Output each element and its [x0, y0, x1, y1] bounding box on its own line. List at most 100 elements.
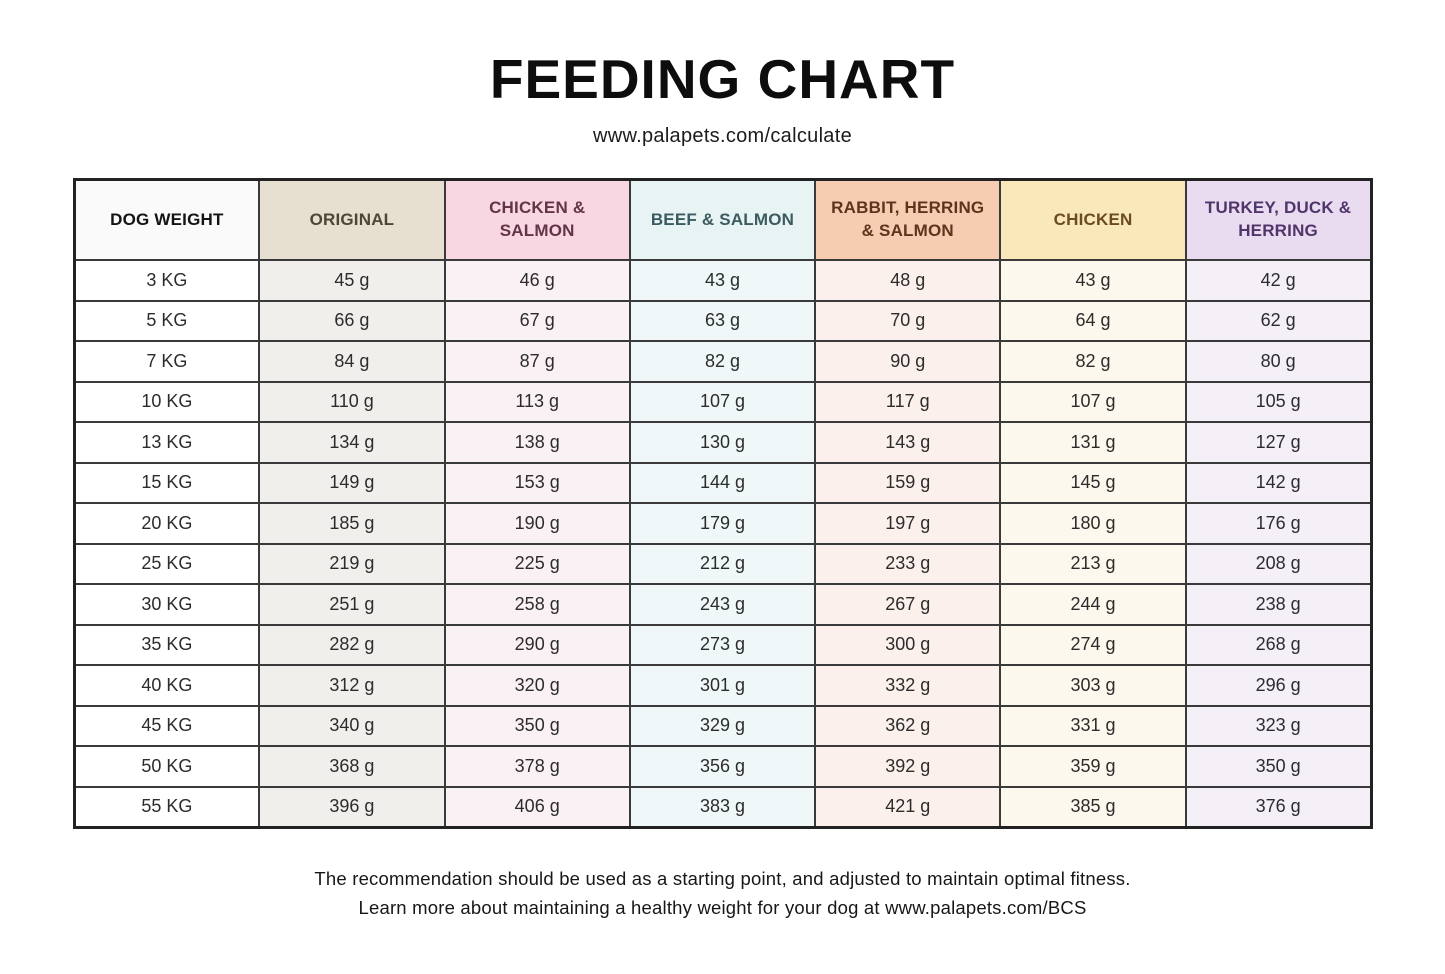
- table-row: 45 KG 340 g 350 g 329 g 362 g 331 g 323 g: [72, 704, 1373, 747]
- grams-cell: 127 g: [1184, 421, 1373, 464]
- grams-cell: 290 g: [443, 623, 631, 666]
- grams-cell: 144 g: [628, 461, 817, 504]
- dog-weight-cell: 55 KG: [72, 785, 261, 829]
- grams-cell: 356 g: [628, 745, 817, 788]
- grams-cell: 185 g: [258, 502, 446, 545]
- grams-cell: 70 g: [814, 299, 1002, 342]
- grams-cell: 138 g: [443, 421, 631, 464]
- grams-cell: 392 g: [814, 745, 1002, 788]
- feeding-table: DOG WEIGHT ORIGINAL CHICKEN & SALMON BEEF &…: [72, 178, 1373, 829]
- dog-weight-cell: 10 KG: [72, 380, 261, 423]
- grams-cell: 179 g: [628, 502, 817, 545]
- grams-cell: 362 g: [814, 704, 1002, 747]
- grams-cell: 48 g: [814, 259, 1002, 302]
- column-header-turkey-duck-herring: TURKEY, DUCK & HERRING: [1184, 178, 1373, 261]
- grams-cell: 62 g: [1184, 299, 1373, 342]
- column-header-beef-salmon: BEEF & SALMON: [628, 178, 817, 261]
- column-header-chicken-salmon: CHICKEN & SALMON: [443, 178, 631, 261]
- grams-cell: 350 g: [443, 704, 631, 747]
- table-row: 7 KG 84 g 87 g 82 g 90 g 82 g 80 g: [72, 340, 1373, 383]
- grams-cell: 331 g: [999, 704, 1187, 747]
- grams-cell: 301 g: [628, 664, 817, 707]
- dog-weight-cell: 40 KG: [72, 664, 261, 707]
- dog-weight-cell: 5 KG: [72, 299, 261, 342]
- grams-cell: 238 g: [1184, 583, 1373, 626]
- dog-weight-cell: 35 KG: [72, 623, 261, 666]
- dog-weight-cell: 45 KG: [72, 704, 261, 747]
- grams-cell: 145 g: [999, 461, 1187, 504]
- grams-cell: 296 g: [1184, 664, 1373, 707]
- grams-cell: 43 g: [999, 259, 1187, 302]
- grams-cell: 110 g: [258, 380, 446, 423]
- grams-cell: 84 g: [258, 340, 446, 383]
- grams-cell: 80 g: [1184, 340, 1373, 383]
- grams-cell: 243 g: [628, 583, 817, 626]
- calculator-url: www.palapets.com/calculate: [592, 125, 853, 147]
- table-row: 40 KG 312 g 320 g 301 g 332 g 303 g 296 g: [72, 664, 1373, 707]
- column-header-original: ORIGINAL: [258, 178, 446, 261]
- grams-cell: 300 g: [814, 623, 1002, 666]
- grams-cell: 153 g: [443, 461, 631, 504]
- table-row: 20 KG 185 g 190 g 179 g 197 g 180 g 176 g: [72, 502, 1373, 545]
- dog-weight-cell: 3 KG: [72, 259, 261, 302]
- grams-cell: 142 g: [1184, 461, 1373, 504]
- header-row: DOG WEIGHT ORIGINAL CHICKEN & SALMON BEEF &…: [72, 178, 1373, 261]
- dog-weight-cell: 30 KG: [72, 583, 261, 626]
- grams-cell: 329 g: [628, 704, 817, 747]
- grams-cell: 105 g: [1184, 380, 1373, 423]
- grams-cell: 208 g: [1184, 542, 1373, 585]
- grams-cell: 130 g: [628, 421, 817, 464]
- grams-cell: 64 g: [999, 299, 1187, 342]
- page-title: FEEDING CHART: [489, 48, 956, 110]
- grams-cell: 180 g: [999, 502, 1187, 545]
- footer-note: The recommendation should be used as a s…: [0, 865, 1445, 922]
- grams-cell: 258 g: [443, 583, 631, 626]
- dog-weight-cell: 7 KG: [72, 340, 261, 383]
- grams-cell: 323 g: [1184, 704, 1373, 747]
- grams-cell: 233 g: [814, 542, 1002, 585]
- grams-cell: 225 g: [443, 542, 631, 585]
- grams-cell: 244 g: [999, 583, 1187, 626]
- grams-cell: 219 g: [258, 542, 446, 585]
- grams-cell: 212 g: [628, 542, 817, 585]
- dog-weight-cell: 50 KG: [72, 745, 261, 788]
- table-row: 35 KG 282 g 290 g 273 g 300 g 274 g 268 g: [72, 623, 1373, 666]
- grams-cell: 406 g: [443, 785, 631, 829]
- grams-cell: 267 g: [814, 583, 1002, 626]
- grams-cell: 159 g: [814, 461, 1002, 504]
- grams-cell: 82 g: [999, 340, 1187, 383]
- grams-cell: 274 g: [999, 623, 1187, 666]
- grams-cell: 82 g: [628, 340, 817, 383]
- grams-cell: 213 g: [999, 542, 1187, 585]
- grams-cell: 368 g: [258, 745, 446, 788]
- grams-cell: 197 g: [814, 502, 1002, 545]
- grams-cell: 131 g: [999, 421, 1187, 464]
- grams-cell: 376 g: [1184, 785, 1373, 829]
- grams-cell: 143 g: [814, 421, 1002, 464]
- table-row: 10 KG 110 g 113 g 107 g 117 g 107 g 105 g: [72, 380, 1373, 423]
- grams-cell: 190 g: [443, 502, 631, 545]
- grams-cell: 149 g: [258, 461, 446, 504]
- table-row: 50 KG 368 g 378 g 356 g 392 g 359 g 350 g: [72, 745, 1373, 788]
- grams-cell: 42 g: [1184, 259, 1373, 302]
- grams-cell: 134 g: [258, 421, 446, 464]
- dog-weight-cell: 25 KG: [72, 542, 261, 585]
- table-row: 13 KG 134 g 138 g 130 g 143 g 131 g 127 g: [72, 421, 1373, 464]
- grams-cell: 332 g: [814, 664, 1002, 707]
- grams-cell: 176 g: [1184, 502, 1373, 545]
- table-row: 15 KG 149 g 153 g 144 g 159 g 145 g 142 g: [72, 461, 1373, 504]
- table-row: 55 KG 396 g 406 g 383 g 421 g 385 g 376 g: [72, 785, 1373, 829]
- grams-cell: 45 g: [258, 259, 446, 302]
- grams-cell: 46 g: [443, 259, 631, 302]
- grams-cell: 378 g: [443, 745, 631, 788]
- grams-cell: 340 g: [258, 704, 446, 747]
- grams-cell: 421 g: [814, 785, 1002, 829]
- table-row: 3 KG 45 g 46 g 43 g 48 g 43 g 42 g: [72, 259, 1373, 302]
- grams-cell: 273 g: [628, 623, 817, 666]
- table-row: 25 KG 219 g 225 g 212 g 233 g 213 g 208 g: [72, 542, 1373, 585]
- grams-cell: 251 g: [258, 583, 446, 626]
- table-row: 5 KG 66 g 67 g 63 g 70 g 64 g 62 g: [72, 299, 1373, 342]
- grams-cell: 107 g: [628, 380, 817, 423]
